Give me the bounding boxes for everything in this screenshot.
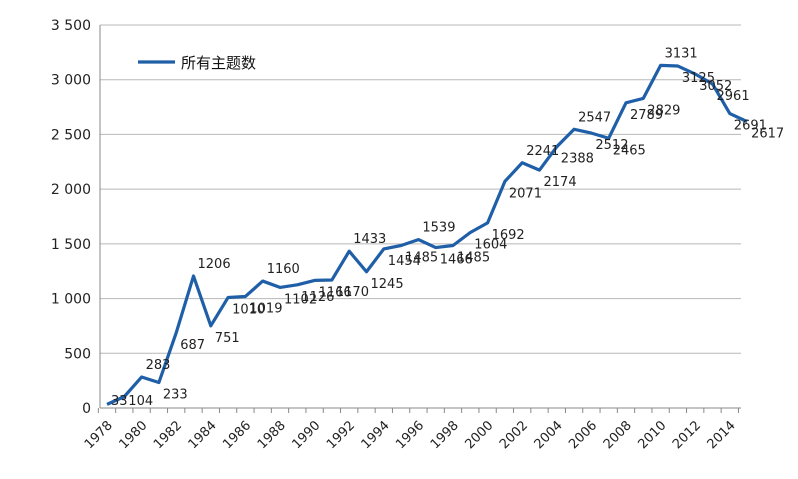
data-label: 1466 bbox=[440, 253, 473, 268]
x-tick-label: 1988 bbox=[255, 418, 289, 452]
x-tick-label: 1982 bbox=[151, 418, 185, 452]
y-tick-label: 0 bbox=[82, 401, 91, 417]
data-label: 1166 bbox=[319, 285, 352, 300]
y-tick-label: 1 000 bbox=[51, 292, 91, 308]
data-label: 104 bbox=[128, 394, 153, 409]
x-tick-label: 2010 bbox=[635, 418, 669, 452]
x-tick-label: 1986 bbox=[220, 418, 254, 452]
y-tick-label: 1 500 bbox=[51, 237, 91, 253]
data-label: 1160 bbox=[267, 262, 300, 277]
x-tick-label: 2008 bbox=[601, 418, 635, 452]
x-tick-label: 1998 bbox=[428, 418, 462, 452]
data-label: 2617 bbox=[751, 127, 784, 142]
data-label: 2465 bbox=[613, 143, 646, 158]
x-tick-label: 2012 bbox=[670, 418, 704, 452]
data-label: 1126 bbox=[301, 290, 334, 305]
series-layer bbox=[106, 63, 748, 406]
data-label: 1485 bbox=[457, 250, 490, 265]
x-tick-label: 2004 bbox=[532, 418, 566, 452]
data-label: 1454 bbox=[388, 254, 421, 269]
data-label: 2691 bbox=[734, 119, 767, 134]
x-tick-label: 1992 bbox=[324, 418, 358, 452]
data-label: 233 bbox=[163, 388, 188, 403]
data-label: 1019 bbox=[249, 301, 282, 316]
data-label: 283 bbox=[146, 358, 171, 373]
data-label: 1245 bbox=[371, 277, 404, 292]
data-label: 1692 bbox=[492, 228, 525, 243]
gridlines bbox=[100, 24, 741, 409]
series-line-all-topics bbox=[106, 63, 748, 406]
data-label: 1539 bbox=[422, 221, 455, 236]
x-tick-label: 2006 bbox=[566, 418, 600, 452]
data-label: 2174 bbox=[544, 175, 577, 190]
data-label: 2547 bbox=[578, 110, 611, 125]
x-tick-label: 2000 bbox=[462, 418, 496, 452]
x-tick-label: 1980 bbox=[116, 418, 150, 452]
x-tick-labels: 1978 1980 1982 1984 1986 1988 1990 1992 1994 1996… bbox=[82, 408, 739, 452]
data-label: 3131 bbox=[665, 46, 698, 61]
data-label: 2789 bbox=[630, 108, 663, 123]
x-tick-label: 1978 bbox=[82, 418, 116, 452]
y-tick-label: 2 000 bbox=[51, 182, 91, 198]
x-tick-label: 2002 bbox=[497, 418, 531, 452]
data-label: 3052 bbox=[699, 79, 732, 94]
data-label: 1170 bbox=[336, 285, 369, 300]
data-label: 1604 bbox=[474, 237, 507, 252]
data-label: 2241 bbox=[526, 144, 559, 159]
y-tick-label: 3 500 bbox=[51, 18, 91, 34]
data-label: 1102 bbox=[284, 292, 317, 307]
x-tick-label: 2014 bbox=[705, 418, 739, 452]
data-label: 2512 bbox=[595, 138, 628, 153]
data-label: 2388 bbox=[561, 152, 594, 167]
data-label: 3125 bbox=[682, 71, 715, 86]
x-tick-label: 1994 bbox=[359, 418, 393, 452]
x-tick-label: 1984 bbox=[186, 418, 220, 452]
data-label: 1206 bbox=[198, 257, 231, 272]
data-label: 2961 bbox=[717, 89, 750, 104]
x-tick-label: 1996 bbox=[393, 418, 427, 452]
y-tick-label: 2 500 bbox=[51, 127, 91, 143]
data-label: 2829 bbox=[647, 103, 680, 118]
y-tick-label: 3 000 bbox=[51, 73, 91, 89]
data-label: 1433 bbox=[353, 232, 386, 247]
data-label: 1010 bbox=[232, 302, 265, 317]
y-tick-label: 500 bbox=[64, 346, 91, 362]
legend: 所有主题数 bbox=[138, 54, 256, 72]
data-label: 2071 bbox=[509, 186, 542, 201]
data-label: 687 bbox=[180, 338, 205, 353]
data-label: 33 bbox=[111, 394, 128, 409]
legend-series-name: 所有主题数 bbox=[181, 54, 256, 72]
data-label: 1485 bbox=[405, 250, 438, 265]
data-label: 751 bbox=[215, 331, 240, 346]
y-tick-labels: 0 500 1 000 1 500 2 000 2 500 3 000 3 500 bbox=[51, 18, 91, 417]
x-tick-label: 1990 bbox=[289, 418, 323, 452]
